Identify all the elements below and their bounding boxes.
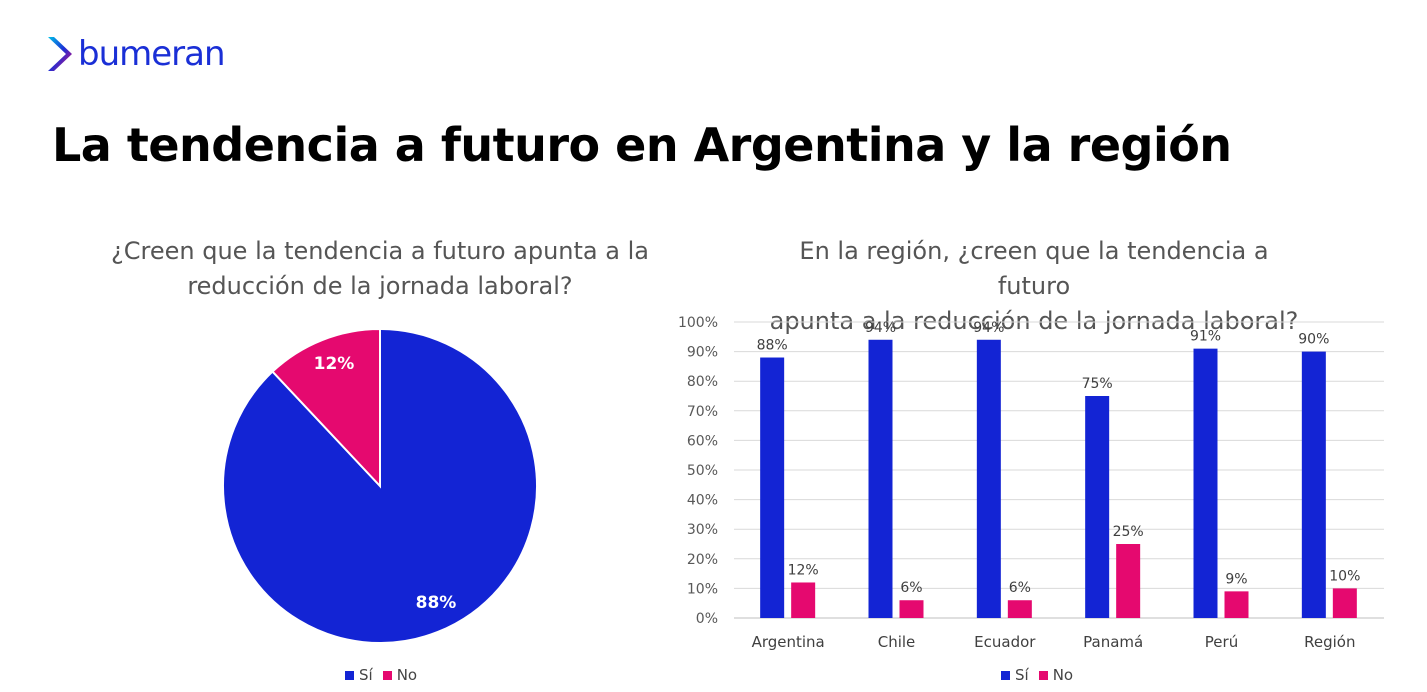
pie-data-label-si: 88% <box>416 593 457 613</box>
bar-no-región <box>1332 588 1357 618</box>
bar-data-label: 12% <box>788 562 819 578</box>
legend-swatch-no <box>382 670 392 680</box>
pie-data-label-no: 12% <box>314 354 355 374</box>
bar-data-label: 10% <box>1329 568 1360 584</box>
bar-data-label: 88% <box>757 338 788 354</box>
bar-data-label: 25% <box>1113 524 1144 540</box>
brand-logo: bumeran <box>46 34 226 74</box>
bar-no-panamá <box>1116 544 1141 618</box>
page-title: La tendencia a futuro en Argentina y la … <box>52 118 1232 172</box>
y-tick-label: 10% <box>687 581 718 597</box>
y-tick-label: 70% <box>687 404 718 420</box>
bar-title-line-2: apunta a la reducción de la jornada labo… <box>769 307 1299 335</box>
bar-data-label: 6% <box>1009 580 1031 596</box>
bar-si-panamá <box>1085 396 1110 618</box>
bar-si-perú <box>1193 348 1218 618</box>
y-tick-label: 40% <box>687 493 718 509</box>
y-tick-label: 50% <box>687 463 718 479</box>
bar-data-label: 9% <box>1225 571 1247 587</box>
legend-item-si: Sí <box>345 666 373 684</box>
bar-si-argentina <box>760 357 785 618</box>
bar-data-label: 94% <box>973 320 1004 336</box>
bar-no-perú <box>1224 591 1249 618</box>
legend-item-no: No <box>382 666 418 684</box>
bar-title-line-1: En la región, ¿creen que la tendencia a … <box>799 237 1269 300</box>
y-tick-label: 80% <box>687 374 718 390</box>
bar-si-región <box>1301 351 1326 618</box>
legend-item-no: No <box>1038 666 1074 684</box>
bumeran-logo-icon <box>48 37 72 71</box>
pie-legend: Sí No <box>345 666 427 684</box>
bar-data-label: 90% <box>1298 332 1329 348</box>
legend-swatch-no <box>1038 670 1048 680</box>
legend-label-si: Sí <box>359 666 373 684</box>
pie-title-line-1: ¿Creen que la tendencia a futuro apunta … <box>111 237 649 265</box>
x-tick-label: Región <box>1304 633 1355 651</box>
bar-legend: Sí No <box>1001 666 1083 684</box>
x-tick-label: Argentina <box>752 633 825 651</box>
legend-label-si: Sí <box>1015 666 1029 684</box>
bar-no-argentina <box>791 582 816 618</box>
legend-item-si: Sí <box>1001 666 1029 684</box>
x-tick-label: Chile <box>878 633 916 651</box>
y-tick-label: 90% <box>687 345 718 361</box>
bar-data-label: 91% <box>1190 329 1221 345</box>
bar-data-label: 75% <box>1082 376 1113 392</box>
brand-name: bumeran <box>78 34 226 74</box>
x-tick-label: Panamá <box>1083 633 1143 651</box>
bar-data-label: 94% <box>865 320 896 336</box>
y-tick-label: 60% <box>687 433 718 449</box>
bar-chart-title: En la región, ¿creen que la tendencia a … <box>760 234 1308 339</box>
bar-no-ecuador <box>1007 600 1032 618</box>
legend-label-no: No <box>1052 666 1074 684</box>
bar-no-chile <box>899 600 924 618</box>
x-tick-label: Ecuador <box>974 633 1036 651</box>
legend-swatch-si <box>345 670 354 680</box>
pie-slice-no <box>271 327 381 489</box>
y-tick-label: 20% <box>687 552 718 568</box>
x-tick-label: Perú <box>1205 633 1238 651</box>
y-tick-label: 30% <box>687 522 718 538</box>
legend-label-no: No <box>396 666 418 684</box>
bar-data-label: 6% <box>900 580 922 596</box>
legend-swatch-si <box>1001 670 1010 680</box>
y-tick-label: 0% <box>696 611 718 627</box>
bar-si-ecuador <box>976 339 1001 618</box>
pie-chart-title: ¿Creen que la tendencia a futuro apunta … <box>110 234 650 304</box>
y-tick-label: 100% <box>678 315 718 331</box>
bar-si-chile <box>868 339 893 618</box>
pie-title-line-2: reducción de la jornada laboral? <box>187 272 573 300</box>
